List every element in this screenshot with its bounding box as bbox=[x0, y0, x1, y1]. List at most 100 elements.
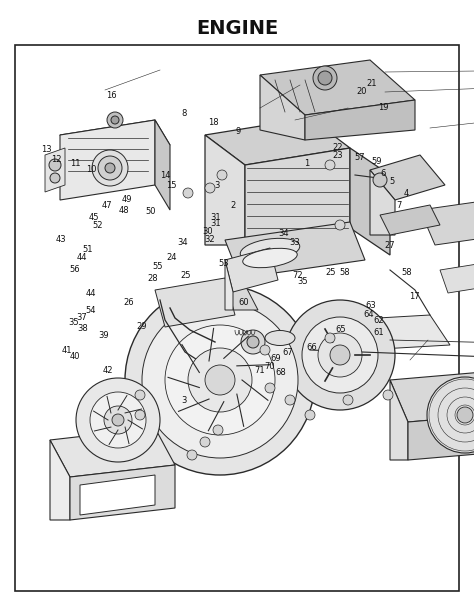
Polygon shape bbox=[80, 475, 155, 515]
Text: 65: 65 bbox=[335, 326, 346, 334]
Text: 50: 50 bbox=[146, 208, 156, 216]
Text: 15: 15 bbox=[166, 181, 177, 190]
Circle shape bbox=[92, 150, 128, 186]
Text: 72: 72 bbox=[292, 272, 303, 280]
Polygon shape bbox=[205, 135, 245, 245]
Text: 29: 29 bbox=[136, 322, 146, 330]
Circle shape bbox=[90, 392, 146, 448]
Polygon shape bbox=[260, 60, 415, 115]
Circle shape bbox=[105, 163, 115, 173]
Text: 53: 53 bbox=[219, 259, 229, 268]
Circle shape bbox=[285, 300, 395, 410]
Circle shape bbox=[76, 378, 160, 462]
Circle shape bbox=[213, 425, 223, 435]
Circle shape bbox=[104, 406, 132, 434]
Circle shape bbox=[49, 159, 61, 171]
Circle shape bbox=[217, 170, 227, 180]
Text: 69: 69 bbox=[271, 354, 281, 362]
Text: 42: 42 bbox=[103, 366, 113, 374]
Text: 20: 20 bbox=[356, 87, 366, 96]
Circle shape bbox=[188, 348, 252, 412]
Text: 44: 44 bbox=[86, 290, 96, 298]
Circle shape bbox=[165, 325, 275, 435]
Text: 3: 3 bbox=[214, 181, 220, 190]
Polygon shape bbox=[50, 440, 70, 520]
Text: 31: 31 bbox=[210, 220, 221, 228]
Polygon shape bbox=[390, 380, 408, 460]
Polygon shape bbox=[408, 410, 474, 460]
Circle shape bbox=[183, 188, 193, 198]
Circle shape bbox=[241, 330, 265, 354]
Polygon shape bbox=[50, 428, 175, 477]
Text: 9: 9 bbox=[235, 127, 241, 135]
Polygon shape bbox=[305, 100, 415, 140]
Circle shape bbox=[112, 414, 124, 426]
Text: 8: 8 bbox=[181, 109, 187, 117]
Polygon shape bbox=[60, 120, 170, 162]
Text: 62: 62 bbox=[373, 316, 383, 324]
Circle shape bbox=[302, 317, 378, 393]
Text: 13: 13 bbox=[41, 145, 52, 154]
Text: 68: 68 bbox=[275, 368, 286, 376]
Text: 51: 51 bbox=[82, 246, 93, 254]
Text: 55: 55 bbox=[152, 262, 163, 270]
Text: 49: 49 bbox=[122, 196, 132, 204]
Polygon shape bbox=[45, 148, 65, 192]
Text: 6: 6 bbox=[380, 169, 386, 178]
Text: 19: 19 bbox=[378, 103, 388, 111]
Text: 24: 24 bbox=[166, 253, 177, 262]
Polygon shape bbox=[225, 260, 233, 310]
Text: 17: 17 bbox=[410, 292, 420, 300]
Circle shape bbox=[98, 156, 122, 180]
Text: 71: 71 bbox=[255, 366, 265, 374]
Text: 23: 23 bbox=[332, 151, 343, 160]
Text: 61: 61 bbox=[373, 328, 383, 337]
Text: 38: 38 bbox=[78, 324, 88, 332]
Polygon shape bbox=[70, 465, 175, 520]
Text: 14: 14 bbox=[160, 172, 170, 180]
Text: 54: 54 bbox=[86, 306, 96, 314]
Text: 34: 34 bbox=[278, 229, 289, 238]
Text: 35: 35 bbox=[68, 318, 79, 326]
Text: 37: 37 bbox=[76, 314, 87, 322]
Circle shape bbox=[330, 345, 350, 365]
Text: 66: 66 bbox=[307, 344, 317, 352]
Text: 48: 48 bbox=[119, 206, 129, 215]
Circle shape bbox=[265, 383, 275, 393]
Circle shape bbox=[313, 66, 337, 90]
Text: ENGINE: ENGINE bbox=[196, 19, 278, 37]
Text: 52: 52 bbox=[92, 222, 102, 230]
Polygon shape bbox=[370, 170, 395, 235]
Polygon shape bbox=[225, 222, 365, 278]
Polygon shape bbox=[60, 120, 155, 200]
Text: 39: 39 bbox=[98, 332, 109, 340]
Text: 30: 30 bbox=[202, 228, 213, 236]
Circle shape bbox=[427, 377, 474, 453]
Text: 60: 60 bbox=[239, 298, 249, 306]
Polygon shape bbox=[225, 248, 278, 292]
Polygon shape bbox=[155, 120, 170, 210]
Circle shape bbox=[107, 112, 123, 128]
Polygon shape bbox=[370, 155, 445, 200]
Text: 31: 31 bbox=[210, 214, 221, 222]
Text: 2: 2 bbox=[230, 202, 236, 210]
Text: 34: 34 bbox=[177, 238, 188, 246]
Text: 45: 45 bbox=[89, 214, 99, 222]
Circle shape bbox=[50, 173, 60, 183]
Text: 28: 28 bbox=[147, 274, 158, 282]
Circle shape bbox=[135, 390, 145, 400]
Circle shape bbox=[373, 173, 387, 187]
Polygon shape bbox=[390, 368, 474, 422]
Text: 5: 5 bbox=[390, 178, 395, 186]
Text: 4: 4 bbox=[404, 190, 410, 198]
Text: 63: 63 bbox=[365, 302, 376, 310]
Text: 16: 16 bbox=[106, 91, 117, 99]
Circle shape bbox=[187, 450, 197, 460]
Text: 67: 67 bbox=[283, 348, 293, 356]
Polygon shape bbox=[350, 148, 390, 255]
Circle shape bbox=[335, 220, 345, 230]
Polygon shape bbox=[182, 285, 258, 310]
Text: 57: 57 bbox=[354, 154, 365, 162]
Text: 7: 7 bbox=[396, 202, 402, 210]
Polygon shape bbox=[380, 205, 440, 235]
